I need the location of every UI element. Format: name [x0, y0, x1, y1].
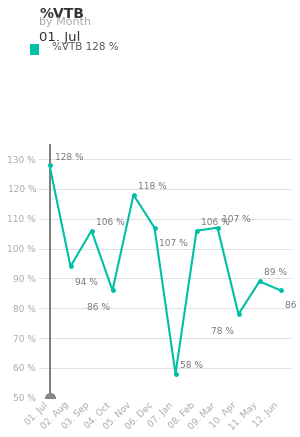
Text: 86 %: 86 %	[285, 302, 300, 310]
Text: 106 %: 106 %	[96, 218, 124, 226]
Text: 107 %: 107 %	[159, 239, 188, 248]
Text: 78 %: 78 %	[211, 327, 234, 336]
Text: by Month: by Month	[39, 17, 91, 28]
Text: 128 %: 128 %	[55, 153, 84, 162]
Text: 58 %: 58 %	[180, 361, 203, 370]
Text: 86 %: 86 %	[87, 303, 110, 312]
Text: 01. Jul: 01. Jul	[39, 31, 80, 44]
Text: 106 %: 106 %	[201, 218, 230, 226]
Text: %VTB 128 %: %VTB 128 %	[52, 42, 119, 52]
Text: 94 %: 94 %	[75, 277, 98, 287]
Text: 118 %: 118 %	[138, 182, 167, 191]
Text: 89 %: 89 %	[264, 268, 287, 277]
Text: 107 %: 107 %	[222, 215, 250, 224]
Text: %VTB: %VTB	[39, 7, 84, 21]
